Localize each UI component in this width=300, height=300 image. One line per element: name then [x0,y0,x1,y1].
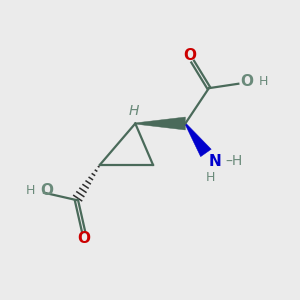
Text: O: O [183,48,196,63]
Text: H: H [26,184,35,197]
Text: O: O [40,183,53,198]
Polygon shape [135,117,185,130]
Text: H: H [206,172,215,184]
Text: N: N [208,154,221,169]
Polygon shape [185,123,211,157]
Text: H: H [258,75,268,88]
Text: O: O [77,231,90,246]
Text: O: O [241,74,254,89]
Text: H: H [129,104,139,118]
Text: –H: –H [225,154,242,168]
